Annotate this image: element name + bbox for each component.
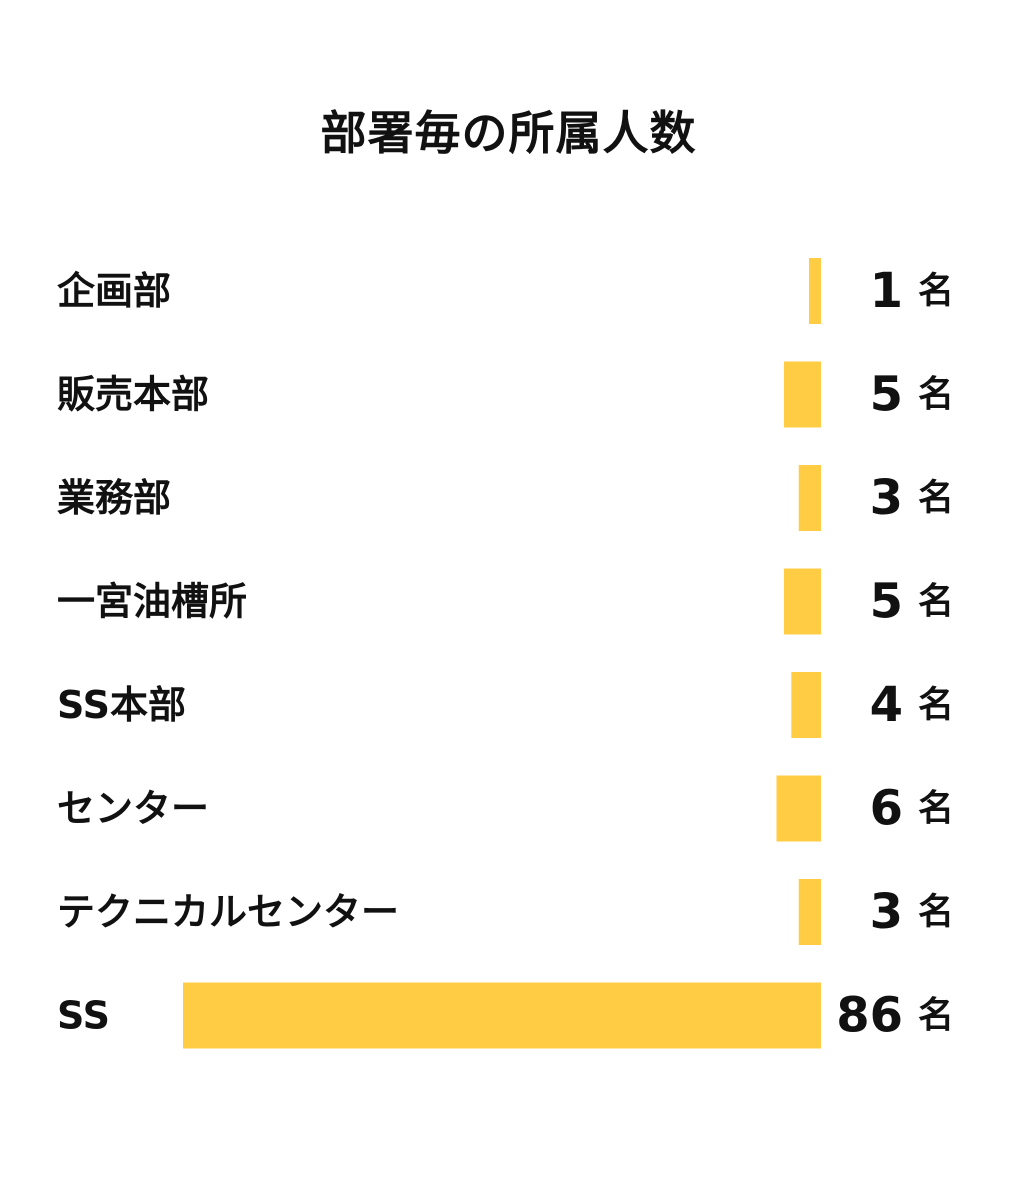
unit-label: 名	[918, 892, 954, 933]
bar	[183, 982, 821, 1049]
data-label: 5	[870, 367, 903, 423]
data-label: 3	[870, 470, 903, 526]
bar	[809, 258, 821, 324]
unit-label: 名	[918, 788, 954, 829]
category-label: 一宮油槽所	[57, 580, 247, 624]
data-label: 86	[836, 988, 903, 1044]
data-label: 6	[870, 781, 903, 837]
unit-label: 名	[918, 685, 954, 726]
unit-label: 名	[918, 271, 954, 312]
unit-label: 名	[918, 581, 954, 622]
bar	[798, 879, 821, 945]
category-label: テクニカルセンター	[57, 890, 399, 934]
unit-label: 名	[918, 995, 954, 1036]
bar	[776, 775, 821, 842]
bar	[791, 672, 821, 738]
data-label: 3	[870, 884, 903, 940]
data-label: 1	[870, 263, 903, 319]
unit-label: 名	[918, 374, 954, 415]
category-label: センター	[57, 787, 209, 831]
chart-title: 部署毎の所属人数	[320, 106, 697, 160]
category-label: SS本部	[57, 683, 186, 727]
category-label: 業務部	[57, 476, 171, 520]
data-label: 5	[870, 574, 903, 630]
category-label: 販売本部	[57, 373, 209, 417]
unit-label: 名	[918, 478, 954, 519]
data-label: 4	[870, 677, 903, 733]
bar	[783, 568, 821, 635]
category-label: SS	[57, 994, 110, 1038]
bar	[798, 465, 821, 531]
category-label: 企画部	[57, 269, 171, 313]
bar	[783, 361, 821, 428]
